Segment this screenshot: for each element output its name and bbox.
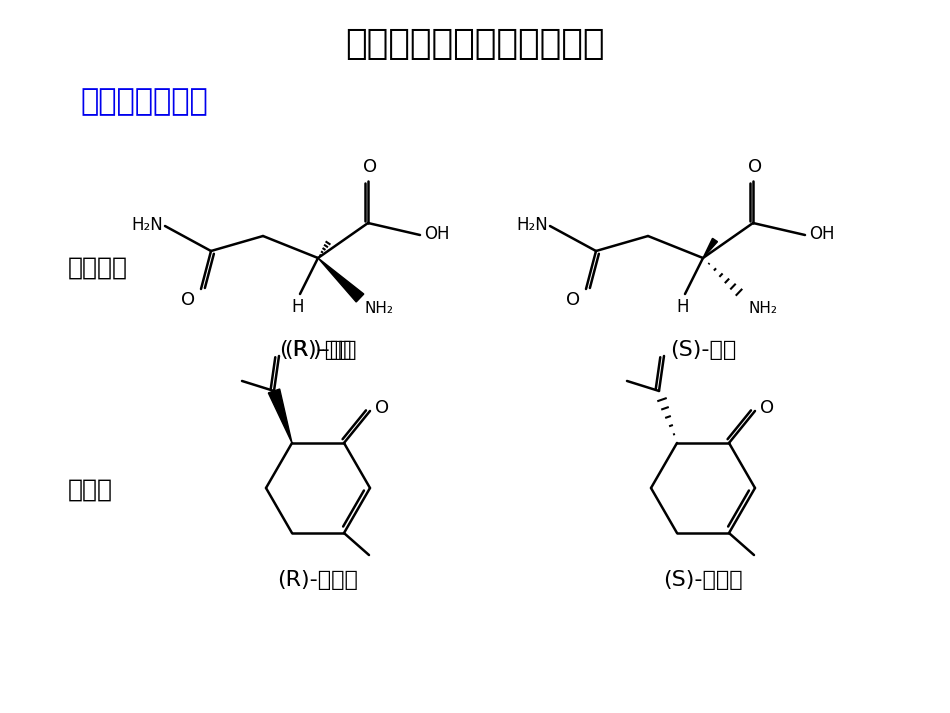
Text: O: O xyxy=(566,291,580,309)
Text: H: H xyxy=(292,298,304,316)
Text: (S)-臭蒿味: (S)-臭蒿味 xyxy=(663,570,743,590)
Text: OH: OH xyxy=(809,225,834,243)
Polygon shape xyxy=(268,389,292,443)
Text: H₂N: H₂N xyxy=(516,216,548,234)
Text: 手性精细化学品: 手性精细化学品 xyxy=(80,88,208,116)
Text: O: O xyxy=(748,158,762,176)
Text: O: O xyxy=(375,399,389,417)
Text: O: O xyxy=(363,158,377,176)
Text: H₂N: H₂N xyxy=(131,216,163,234)
Polygon shape xyxy=(318,258,364,302)
Text: 天冬酰胺: 天冬酰胺 xyxy=(68,256,128,280)
Text: (R)-薄荷味: (R)-薄荷味 xyxy=(277,570,358,590)
Text: NH₂: NH₂ xyxy=(749,301,778,316)
Text: O: O xyxy=(760,399,774,417)
Text: (S)-苦味: (S)-苦味 xyxy=(670,340,736,360)
Text: 香芜酮: 香芜酮 xyxy=(68,478,113,502)
Polygon shape xyxy=(703,238,717,258)
Text: O: O xyxy=(180,291,195,309)
Text: 对映异构体的不同生理活性: 对映异构体的不同生理活性 xyxy=(345,27,605,61)
Text: H: H xyxy=(676,298,690,316)
Text: (R)-甜味: (R)-甜味 xyxy=(284,340,352,360)
Text: OH: OH xyxy=(424,225,449,243)
Text: NH₂: NH₂ xyxy=(364,301,393,316)
Text: ( R )-甜味: ( R )-甜味 xyxy=(279,340,356,360)
